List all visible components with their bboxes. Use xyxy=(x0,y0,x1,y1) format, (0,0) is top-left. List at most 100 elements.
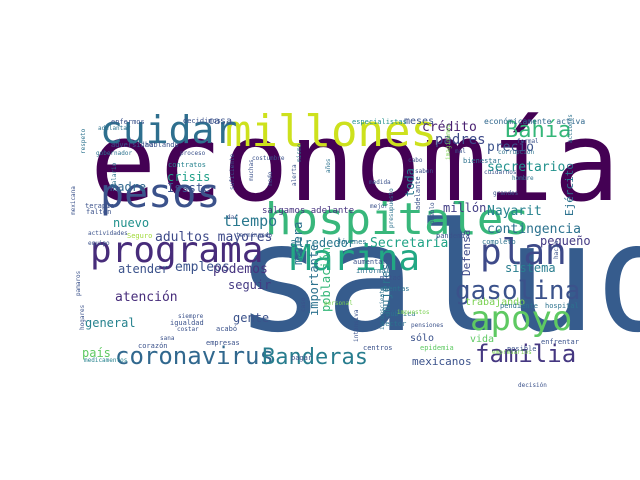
cloud-word: adultos mayores xyxy=(155,230,272,245)
cloud-word: apoyo xyxy=(470,299,572,339)
cloud-word: vida xyxy=(470,334,494,345)
cloud-word: corazón xyxy=(138,342,168,350)
cloud-word: mexicana xyxy=(70,186,77,215)
cloud-word: enfrentar xyxy=(541,338,579,346)
cloud-word: hablando xyxy=(145,141,179,149)
cloud-word: equipo xyxy=(88,240,110,247)
cloud-word: manera xyxy=(291,222,305,265)
cloud-word: empresarios xyxy=(492,349,532,356)
cloud-word: corrupción xyxy=(498,149,535,156)
cloud-word: grandes xyxy=(493,190,519,197)
cloud-word: madre xyxy=(110,180,146,194)
cloud-word: plan xyxy=(480,232,567,273)
cloud-word: casa xyxy=(208,116,232,127)
cloud-word: impuestos xyxy=(397,309,430,316)
cloud-word: centros xyxy=(363,344,393,352)
cloud-word: Issste xyxy=(167,181,210,195)
cloud-word: adelantar xyxy=(98,125,131,132)
cloud-word: pueblo xyxy=(429,202,436,224)
cloud-word: completo xyxy=(482,238,516,246)
cloud-word: Jóvenes xyxy=(337,238,367,246)
cloud-word: pequeño xyxy=(540,234,591,248)
cloud-word: informal xyxy=(356,267,390,275)
cloud-word: pública xyxy=(386,310,416,318)
cloud-word: falten xyxy=(86,208,111,216)
cloud-word: Banderas xyxy=(262,345,368,370)
cloud-word: decisión xyxy=(518,382,547,389)
cloud-word: imaginemos xyxy=(445,123,452,160)
cloud-word: salgamos adelante xyxy=(262,206,354,216)
cloud-word: intensiva xyxy=(353,309,360,342)
cloud-word: programa xyxy=(90,230,263,271)
cloud-word: siempre xyxy=(178,313,204,320)
cloud-word: mexicanos xyxy=(412,355,472,368)
cloud-word: actividades xyxy=(88,230,128,237)
cloud-word: secretario xyxy=(487,160,565,175)
cloud-word: sólo xyxy=(410,332,434,344)
cloud-word: dar xyxy=(227,214,238,221)
cloud-word: terapia xyxy=(85,202,115,210)
cloud-word: años xyxy=(325,158,332,173)
cloud-word: epidemia xyxy=(420,344,454,352)
cloud-word: alrededor xyxy=(290,236,355,250)
cloud-word: saben xyxy=(415,168,433,175)
cloud-word: mismo xyxy=(296,144,303,162)
cloud-word: nuevo xyxy=(113,216,149,230)
cloud-word: cuidarnos xyxy=(484,169,517,176)
cloud-word: gente xyxy=(233,311,269,325)
cloud-word: pagar xyxy=(291,354,312,362)
cloud-word: hogares xyxy=(79,304,86,330)
cloud-word: país xyxy=(82,346,111,360)
cloud-word: Bahía xyxy=(505,118,571,143)
cloud-word: podemos xyxy=(213,262,268,277)
cloud-word: enfermos xyxy=(111,118,145,126)
cloud-word: Nayarit xyxy=(487,204,542,219)
cloud-word: muchas xyxy=(248,159,255,181)
cloud-word: modo xyxy=(267,171,274,186)
cloud-word: importante xyxy=(307,244,321,316)
cloud-word: millón xyxy=(443,201,486,215)
cloud-word: tiempo xyxy=(223,212,277,230)
cloud-word: crédito xyxy=(422,120,477,135)
cloud-word: hospitales xyxy=(265,194,530,245)
cloud-word: general xyxy=(85,316,136,330)
cloud-word: acabó xyxy=(216,325,237,333)
cloud-word: atender xyxy=(118,262,169,276)
cloud-word: economía xyxy=(90,98,620,226)
cloud-word: precio xyxy=(487,140,534,155)
cloud-word: hombre xyxy=(512,175,534,182)
cloud-word: gasolina xyxy=(455,276,580,306)
cloud-word: mal xyxy=(455,148,466,155)
cloud-word: medicamentos xyxy=(84,357,128,364)
cloud-word: adversidad xyxy=(111,141,153,149)
cloud-word: especialistas xyxy=(352,118,407,126)
cloud-word: cabo xyxy=(408,157,423,164)
cloud-word: contratos xyxy=(168,161,206,169)
cloud-word: meses xyxy=(404,116,434,127)
cloud-word: aumentar xyxy=(353,258,387,266)
cloud-word: personal xyxy=(324,300,353,307)
cloud-word: mejor xyxy=(370,203,388,210)
cloud-word: Ejército xyxy=(563,163,576,216)
cloud-word: población xyxy=(319,247,333,312)
cloud-word: suficiente xyxy=(229,153,236,190)
cloud-word: hospital xyxy=(545,302,579,310)
cloud-word: sector xyxy=(381,320,406,328)
cloud-word: caso xyxy=(300,297,307,312)
cloud-word: millones xyxy=(225,106,437,157)
cloud-word: inconsciente xyxy=(379,286,386,330)
cloud-word: formal xyxy=(517,138,539,145)
cloud-word: pandemia xyxy=(436,232,470,240)
cloud-word: presupuesto xyxy=(388,188,395,228)
cloud-word: proceso xyxy=(180,150,206,157)
cloud-word: empleos xyxy=(175,260,230,275)
cloud-word: crisis xyxy=(167,170,210,184)
cloud-word: salario xyxy=(111,162,118,188)
cloud-word: sistema xyxy=(505,261,556,275)
cloud-word: Secretaría xyxy=(370,236,448,251)
cloud-word: bienestar xyxy=(463,157,501,165)
cloud-word: seguir xyxy=(228,278,271,292)
cloud-word: atención xyxy=(115,290,178,305)
cloud-word: contingencia xyxy=(487,222,581,237)
